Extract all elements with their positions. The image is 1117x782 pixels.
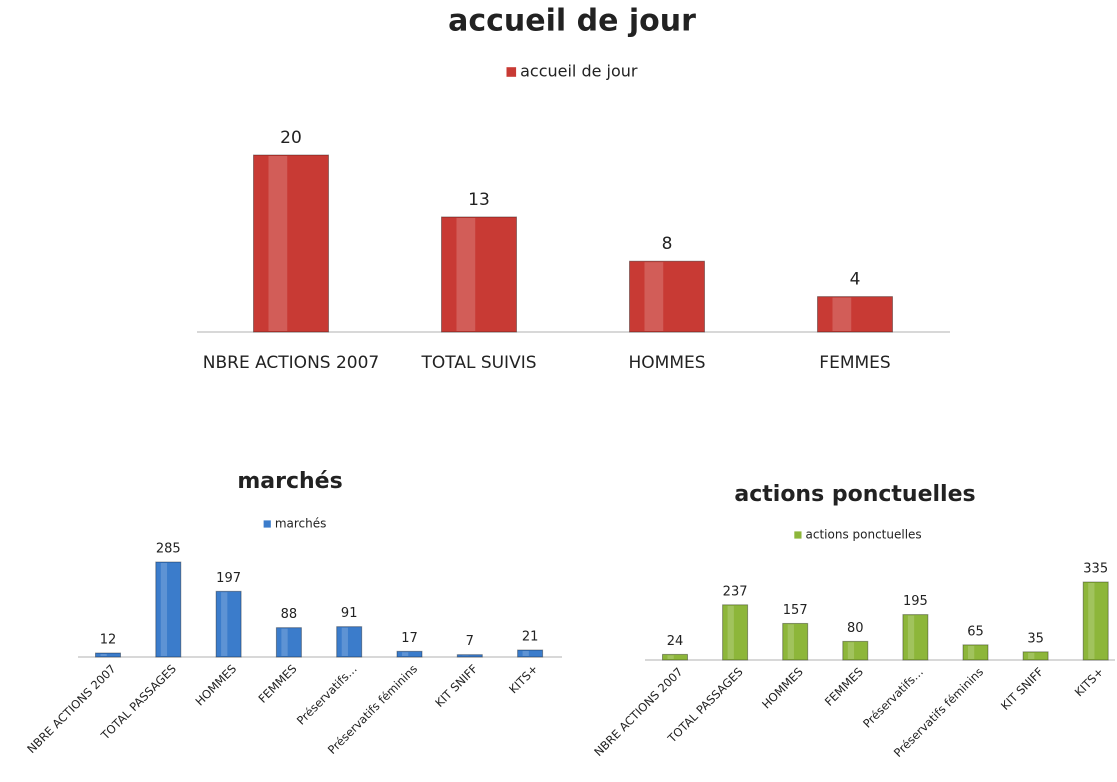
legend-label: marchés: [275, 517, 327, 531]
data-label: 157: [783, 603, 808, 618]
bar-shine: [221, 592, 228, 656]
chart: accueil de jour accueil de jour 20 13 8 4 NBRE…: [197, 4, 950, 373]
x-tick-label: HOMMES: [628, 353, 705, 373]
x-tick-label: FEMMES: [255, 662, 299, 706]
data-label: 7: [466, 634, 474, 649]
data-label: 65: [967, 624, 984, 639]
data-label: 8: [662, 234, 673, 254]
x-tick-label: KITS+: [1072, 665, 1107, 700]
bar: [962, 644, 989, 661]
bar-shine: [968, 645, 975, 659]
chart: actions ponctuelles actions ponctuelles 24…: [591, 482, 1115, 760]
bar: [902, 614, 929, 661]
data-label: 21: [522, 630, 539, 645]
x-tick-label: NBRE ACTIONS 2007: [24, 662, 118, 756]
data-label: 80: [847, 621, 864, 636]
bar-shine: [667, 655, 674, 659]
chart: marchés marchés 12 285 197 88 91 17 7 21 NBRE ACTI…: [24, 469, 562, 757]
bar: [441, 216, 517, 333]
bar: [782, 622, 809, 661]
bar-shine: [456, 217, 476, 331]
bar: [275, 627, 302, 658]
data-label: 335: [1083, 562, 1108, 577]
data-label: 197: [216, 571, 241, 586]
data-label: 12: [100, 633, 117, 648]
legend-swatch: [506, 67, 517, 77]
bar-shine: [832, 297, 852, 331]
x-tick-label: TOTAL SUIVIS: [420, 353, 536, 373]
x-tick-label: KIT SNIFF: [998, 665, 1046, 713]
bar: [817, 296, 893, 333]
data-label: 13: [468, 190, 490, 210]
x-tick-label: KIT SNIFF: [432, 662, 480, 710]
bar: [1022, 651, 1049, 661]
x-tick-label: Préservatifs…: [294, 662, 360, 728]
bar-shine: [847, 642, 855, 659]
bar: [1082, 581, 1109, 661]
x-tick-label: HOMMES: [759, 665, 806, 712]
bar-shine: [341, 627, 348, 656]
chart-title: accueil de jour: [448, 4, 696, 39]
data-label: 4: [850, 270, 861, 290]
x-tick-label: FEMMES: [819, 353, 890, 373]
bar: [155, 561, 182, 658]
bar-shine: [727, 605, 734, 659]
chart-title: marchés: [237, 469, 342, 494]
legend-label: actions ponctuelles: [806, 528, 922, 542]
data-label: 20: [280, 128, 302, 148]
bar-shine: [1088, 583, 1095, 659]
legend-swatch: [794, 531, 802, 539]
bar-shine: [100, 654, 107, 656]
chart-title: actions ponctuelles: [734, 482, 975, 507]
legend-swatch: [263, 520, 271, 528]
bar: [253, 154, 329, 333]
legend-label: accueil de jour: [520, 62, 638, 81]
bar-shine: [1028, 652, 1035, 659]
data-label: 24: [667, 634, 684, 649]
bar-shine: [281, 628, 288, 656]
bar: [456, 654, 483, 658]
x-tick-label: NBRE ACTIONS 2007: [591, 665, 685, 759]
data-label: 285: [156, 542, 181, 557]
bar-shine: [160, 563, 168, 656]
data-label: 91: [341, 606, 358, 621]
data-label: 35: [1027, 631, 1044, 646]
bar-shine: [644, 262, 664, 331]
bar: [629, 260, 705, 333]
bar: [336, 626, 363, 658]
bar-shine: [907, 615, 915, 659]
bar: [842, 640, 869, 661]
data-label: 237: [723, 584, 748, 599]
bar: [517, 649, 544, 658]
bar: [396, 650, 423, 658]
bar: [722, 604, 749, 661]
bar-shine: [787, 624, 794, 659]
data-label: 88: [281, 607, 298, 622]
data-label: 195: [903, 594, 928, 609]
bar-shine: [268, 156, 288, 331]
bar: [662, 653, 688, 661]
data-label: 17: [401, 631, 418, 646]
x-tick-label: HOMMES: [192, 662, 239, 709]
x-tick-label: NBRE ACTIONS 2007: [203, 353, 380, 373]
bar: [95, 652, 121, 658]
bar-shine: [522, 651, 529, 656]
x-tick-label: KITS+: [506, 662, 541, 697]
bar: [215, 590, 242, 658]
bar-shine: [402, 652, 409, 656]
x-tick-label: Préservatifs…: [860, 665, 926, 731]
x-tick-label: FEMMES: [822, 665, 866, 709]
